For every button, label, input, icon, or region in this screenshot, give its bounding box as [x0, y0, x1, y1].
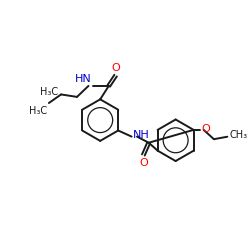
Text: CH₃: CH₃	[229, 130, 248, 140]
Text: HN: HN	[75, 74, 92, 84]
Text: O: O	[111, 63, 120, 73]
Text: H₃C: H₃C	[40, 87, 58, 97]
Text: NH: NH	[133, 130, 150, 140]
Text: O: O	[139, 158, 148, 168]
Text: H₃C: H₃C	[29, 106, 47, 116]
Text: O: O	[202, 124, 210, 134]
